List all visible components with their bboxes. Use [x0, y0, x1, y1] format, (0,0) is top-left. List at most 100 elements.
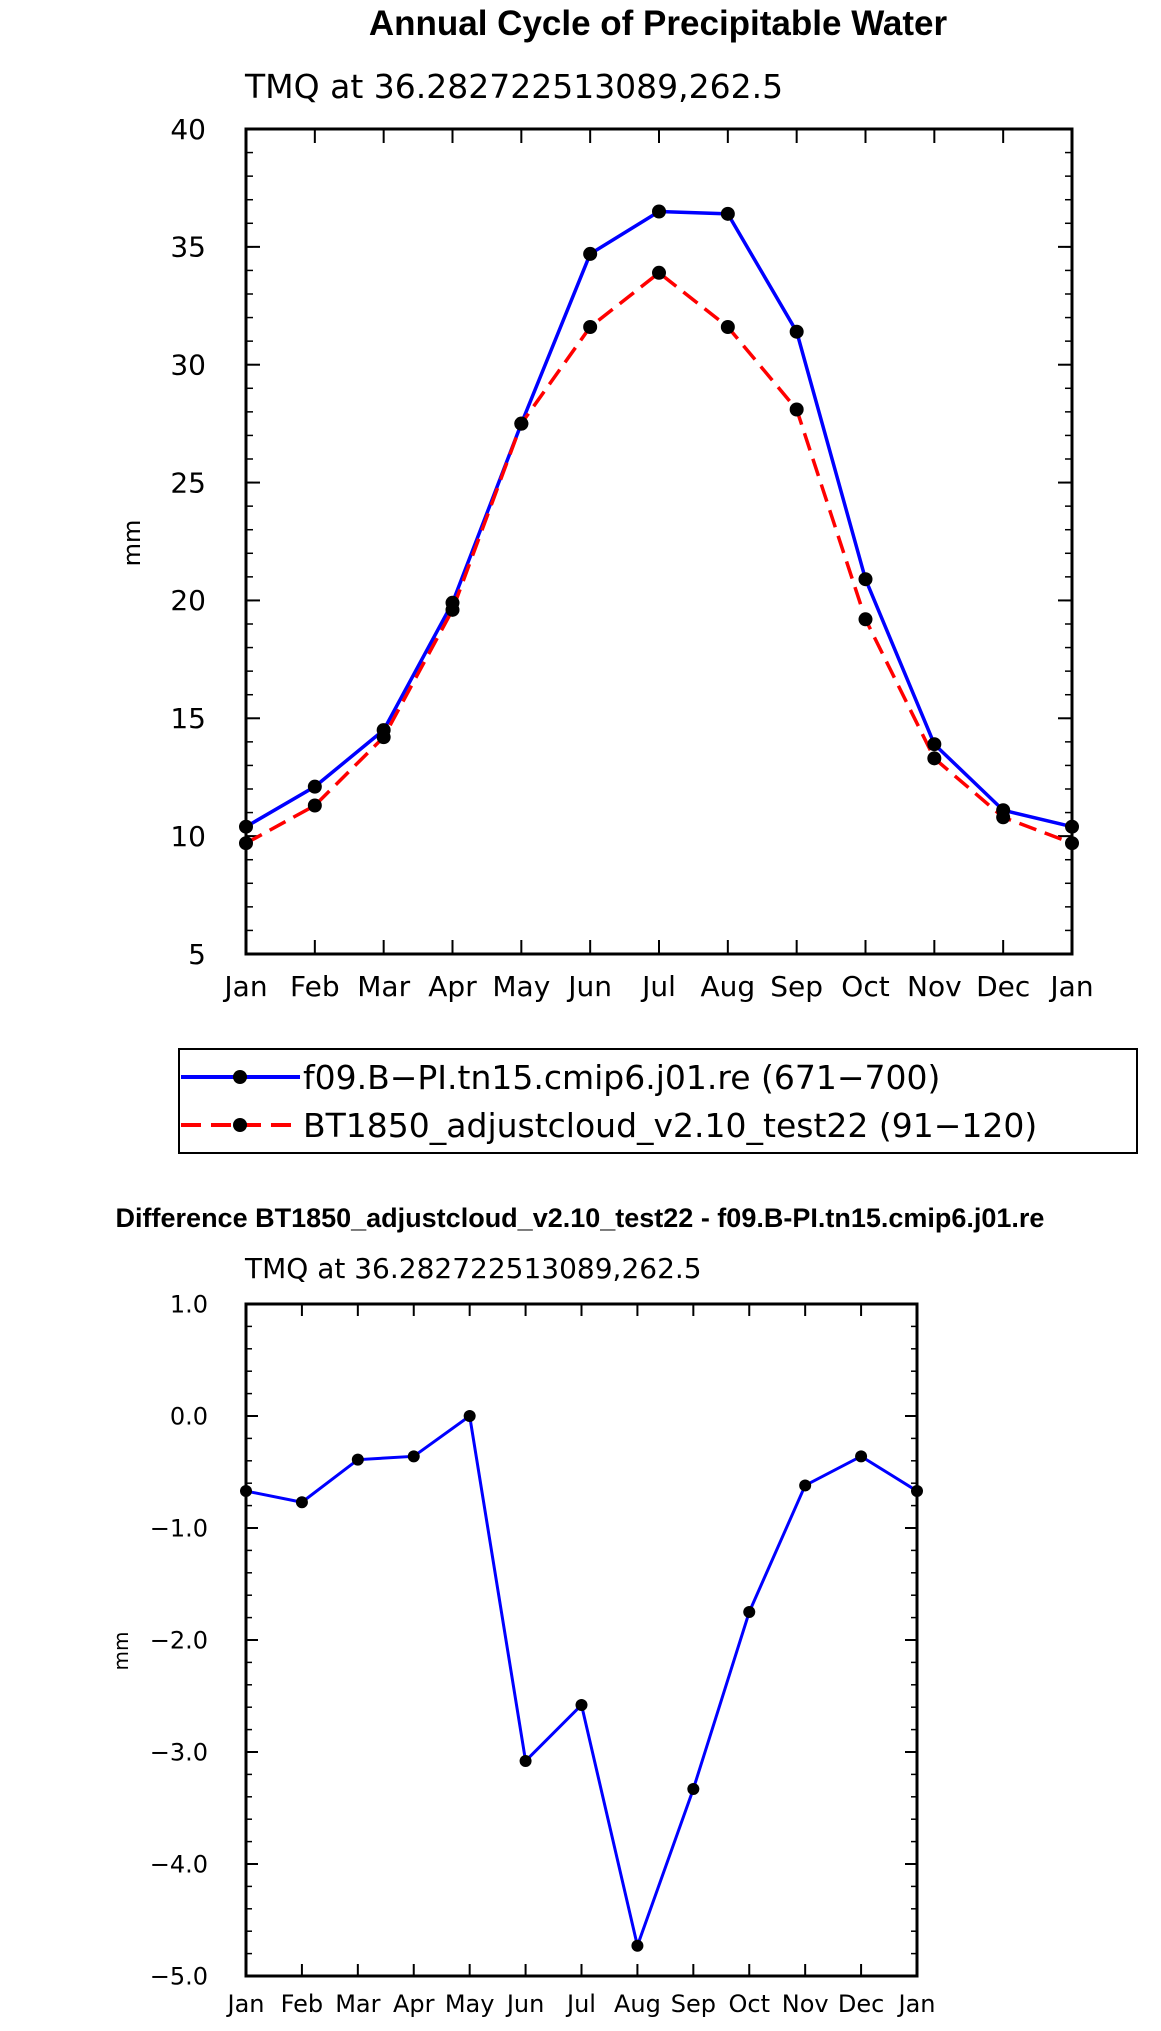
- c1-series-2-point: [858, 612, 873, 627]
- x-tick-label: May: [445, 1990, 495, 2018]
- x-tick-label: Oct: [841, 970, 889, 1003]
- y-tick-label: 30: [170, 349, 206, 382]
- x-tick-label: Jan: [226, 1990, 265, 2018]
- c1-series-1-point: [1065, 819, 1079, 834]
- c1-series-2-point: [583, 320, 598, 334]
- chart1-plot-area: [244, 127, 1074, 956]
- x-tick-label: Mar: [357, 970, 410, 1003]
- c1-series-1-point: [652, 204, 666, 219]
- chart1-series: [239, 204, 1079, 851]
- x-tick-label: Jan: [897, 1990, 936, 2018]
- x-tick-label: Sep: [770, 970, 823, 1003]
- c1-series-2-point: [652, 265, 666, 280]
- chart1-title: Annual Cycle of Precipitable Water: [369, 4, 948, 43]
- y-tick-label: 10: [170, 820, 206, 853]
- y-tick-label: −3.0: [150, 1738, 208, 1766]
- c2-series-line-1: [245, 1413, 918, 1952]
- c2-series-1-point: [799, 1479, 812, 1492]
- c1-series-1-point: [307, 779, 322, 794]
- c1-series-1-point: [239, 819, 253, 834]
- c1-series-2-point: [1065, 836, 1079, 851]
- chart1-x-tick-labels: Jan Feb Mar Apr May Jun Jul Aug Sep Oct Nov Dec Jan: [222, 970, 1093, 1003]
- x-tick-label: Jan: [1048, 970, 1093, 1003]
- x-tick-label: Apr: [428, 970, 477, 1003]
- x-tick-label: Dec: [976, 970, 1030, 1003]
- c1-series-2-point: [445, 602, 460, 617]
- c1-series-1-point: [927, 737, 942, 752]
- x-tick-label: Jun: [505, 1990, 545, 2018]
- y-tick-label: −4.0: [150, 1850, 208, 1878]
- c1-series-1-point: [583, 246, 598, 261]
- y-tick-label: −5.0: [150, 1962, 208, 1990]
- x-tick-label: Dec: [838, 1990, 884, 2018]
- c1-series-2-point: [996, 810, 1011, 825]
- c1-series-1-point: [858, 572, 873, 587]
- x-tick-label: Oct: [729, 1990, 771, 2018]
- legend-box: [178, 1048, 1138, 1154]
- c2-series-1-point: [911, 1485, 923, 1498]
- c1-series-2-point: [789, 402, 804, 417]
- y-tick-label: 15: [170, 702, 206, 735]
- chart2-subtitle: TMQ at 36.282722513089,262.5: [244, 1252, 702, 1285]
- chart1-legend: f09.B−PI.tn15.cmip6.j01.re (671−700) BT1…: [178, 1048, 1138, 1154]
- x-tick-label: Jul: [640, 970, 676, 1003]
- x-tick-label: Aug: [614, 1990, 661, 2018]
- chart1-y-tick-labels: 5 10 15 20 25 30 35 40: [170, 113, 206, 971]
- chart2-ylabel: mm: [109, 1632, 133, 1671]
- y-tick-label: 25: [170, 466, 206, 499]
- chart1-ticks: [245, 128, 1073, 955]
- y-tick-label: −2.0: [150, 1626, 208, 1654]
- chart2-ticks: [245, 1303, 918, 1977]
- c1-series-2-point: [514, 416, 529, 431]
- c2-frame-border: [244, 1302, 919, 1978]
- x-tick-label: Apr: [393, 1990, 435, 2018]
- legend-label-series-2: BT1850_adjustcloud_v2.10_test22 (91−120): [303, 1106, 1037, 1145]
- x-tick-label: Jun: [566, 970, 612, 1003]
- c1-series-2-point: [239, 836, 253, 851]
- legend-marker-series-2: [233, 1118, 247, 1132]
- x-tick-label: Aug: [700, 970, 755, 1003]
- x-tick-label: Jan: [222, 970, 267, 1003]
- c1-series-2-point: [307, 798, 322, 813]
- x-tick-label: Jul: [565, 1990, 596, 2018]
- c1-frame-border: [244, 127, 1074, 956]
- chart2-title: Difference BT1850_adjustcloud_v2.10_test…: [116, 1203, 1045, 1233]
- c2-series-1-point: [463, 1410, 476, 1422]
- x-tick-label: Feb: [281, 1990, 324, 2018]
- x-tick-label: Sep: [671, 1990, 716, 2018]
- legend-label-series-1: f09.B−PI.tn15.cmip6.j01.re (671−700): [303, 1058, 940, 1097]
- y-tick-label: 20: [170, 584, 206, 617]
- x-tick-label: Nov: [907, 970, 962, 1003]
- c1-series-1-point: [720, 206, 735, 221]
- y-tick-label: 1.0: [170, 1290, 208, 1318]
- chart1-ylabel: mm: [118, 520, 146, 567]
- c2-series-1-point: [855, 1450, 868, 1463]
- x-tick-label: Feb: [290, 970, 340, 1003]
- x-tick-label: Nov: [782, 1990, 829, 2018]
- chart1-subtitle: TMQ at 36.282722513089,262.5: [244, 67, 783, 106]
- c2-series-1-point: [351, 1453, 364, 1466]
- y-tick-label: −1.0: [150, 1514, 208, 1542]
- c1-series-2-point: [927, 751, 942, 766]
- c1-series-1-point: [789, 324, 804, 339]
- chart2-series: [240, 1410, 923, 1952]
- c2-series-1-point: [407, 1450, 420, 1463]
- chart2-x-tick-labels: Jan Feb Mar Apr May Jun Jul Aug Sep Oct Nov Dec Jan: [226, 1990, 936, 2018]
- y-tick-label: 40: [170, 113, 206, 146]
- c2-series-1-point: [240, 1485, 252, 1498]
- c1-series-2-point: [720, 320, 735, 334]
- c2-series-1-point: [743, 1606, 756, 1618]
- c2-series-1-point: [687, 1782, 700, 1795]
- chart2-plot-area: [244, 1302, 919, 1978]
- c1-series-line-1: [245, 209, 1073, 829]
- y-tick-label: 35: [170, 231, 206, 264]
- c2-series-1-point: [631, 1939, 644, 1952]
- legend-marker-series-1: [233, 1070, 247, 1084]
- x-tick-label: May: [492, 970, 550, 1003]
- c2-series-1-point: [519, 1754, 532, 1767]
- c2-series-1-point: [575, 1698, 588, 1711]
- c1-series-2-point: [376, 730, 391, 745]
- c2-series-1-point: [295, 1496, 308, 1509]
- y-tick-label: 0.0: [170, 1402, 208, 1430]
